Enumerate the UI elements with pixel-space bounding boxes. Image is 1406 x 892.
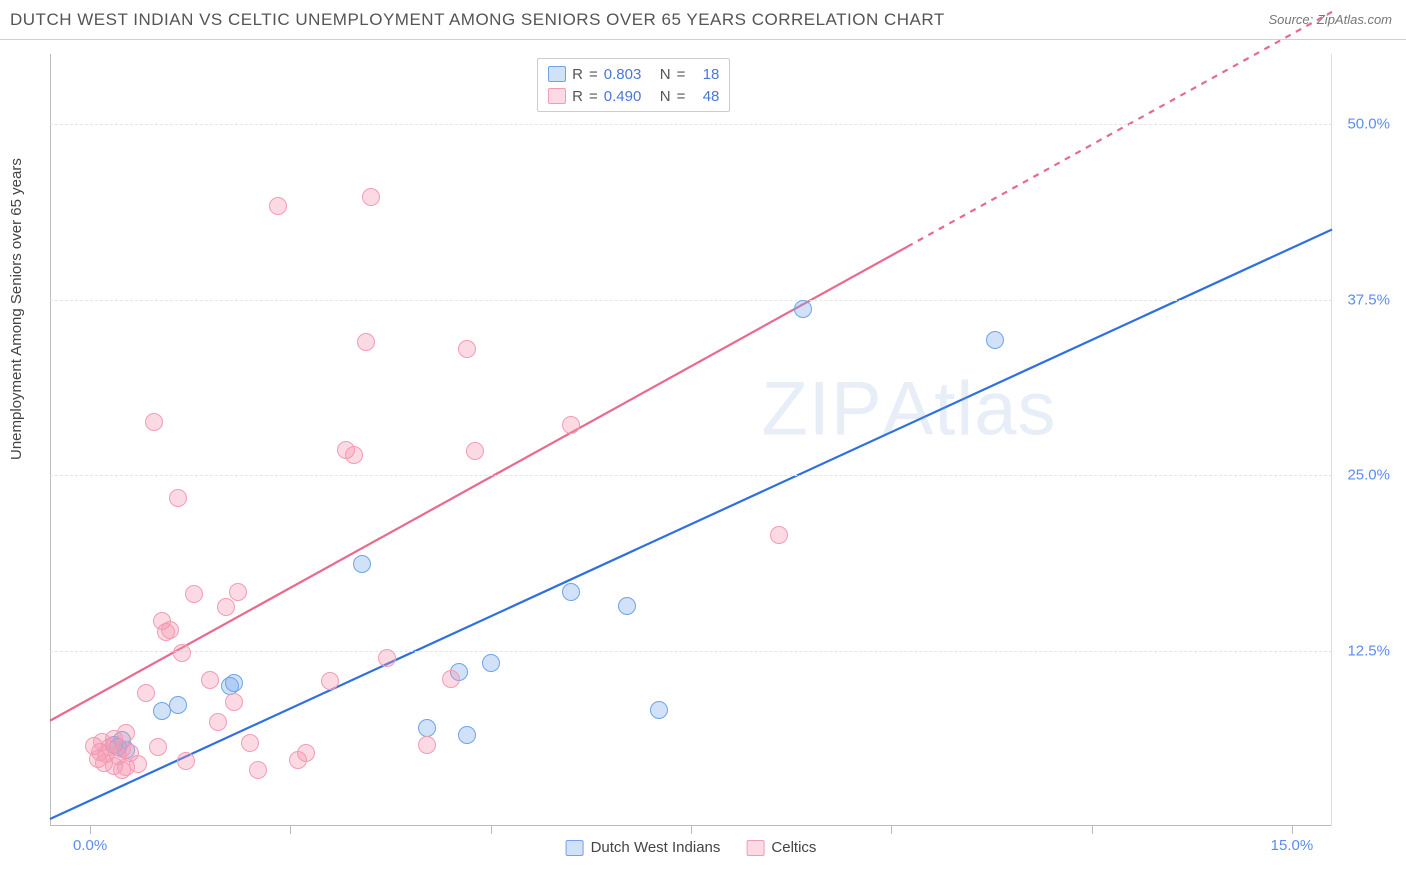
scatter-point-cel <box>217 598 235 616</box>
scatter-point-dwi <box>482 654 500 672</box>
scatter-point-cel <box>466 442 484 460</box>
scatter-point-cel <box>297 744 315 762</box>
scatter-point-dwi <box>650 701 668 719</box>
y-tick-label: 50.0% <box>1347 116 1390 133</box>
scatter-point-cel <box>149 738 167 756</box>
scatter-point-dwi <box>169 696 187 714</box>
legend-label: Celtics <box>771 839 816 856</box>
scatter-point-dwi <box>458 726 476 744</box>
scatter-point-cel <box>145 413 163 431</box>
x-tick <box>891 826 892 834</box>
scatter-point-cel <box>137 684 155 702</box>
legend-swatch-dwi <box>566 840 584 856</box>
scatter-point-cel <box>177 752 195 770</box>
scatter-point-cel <box>249 761 267 779</box>
scatter-point-cel <box>201 671 219 689</box>
x-tick <box>90 826 91 834</box>
legend-r-label: R <box>572 66 583 83</box>
legend-eq: = <box>677 88 686 105</box>
legend-swatch-dwi <box>548 66 566 82</box>
legend-eq: = <box>589 88 598 105</box>
plot-area: ZIPAtlas R=0.803N=18R=0.490N=48 Dutch We… <box>50 54 1332 826</box>
scatter-point-cel <box>185 585 203 603</box>
scatter-point-cel <box>129 755 147 773</box>
x-tick <box>491 826 492 834</box>
legend-item-dwi: Dutch West Indians <box>566 839 721 856</box>
x-tick <box>290 826 291 834</box>
legend-n-label: N <box>660 66 671 83</box>
legend-swatch-cel <box>548 88 566 104</box>
trend-line-dwi <box>50 229 1332 819</box>
scatter-point-cel <box>229 583 247 601</box>
gridline <box>50 300 1332 301</box>
legend-item-cel: Celtics <box>746 839 816 856</box>
legend-eq: = <box>589 66 598 83</box>
legend-r-value: 0.490 <box>604 88 654 105</box>
title-bar: DUTCH WEST INDIAN VS CELTIC UNEMPLOYMENT… <box>0 0 1406 40</box>
legend-label: Dutch West Indians <box>591 839 721 856</box>
x-tick <box>1292 826 1293 834</box>
watermark-bold: ZIP <box>761 367 882 452</box>
gridline <box>50 651 1332 652</box>
y-tick-label: 37.5% <box>1347 291 1390 308</box>
scatter-point-cel <box>458 340 476 358</box>
scatter-point-cel <box>378 649 396 667</box>
scatter-point-cel <box>161 621 179 639</box>
scatter-point-dwi <box>353 555 371 573</box>
legend-r-label: R <box>572 88 583 105</box>
scatter-point-cel <box>357 333 375 351</box>
legend-n-value: 48 <box>691 88 719 105</box>
watermark: ZIPAtlas <box>761 366 1056 453</box>
legend-series: Dutch West Indians Celtics <box>566 839 817 856</box>
scatter-point-cel <box>562 416 580 434</box>
trend-lines <box>50 54 1332 826</box>
scatter-point-cel <box>418 736 436 754</box>
gridline <box>50 475 1332 476</box>
legend-stats-row-cel: R = 0.490 N = 48 <box>548 85 719 107</box>
gridline <box>50 124 1332 125</box>
legend-r-value: 0.803 <box>604 66 654 83</box>
scatter-point-dwi <box>986 331 1004 349</box>
scatter-point-dwi <box>562 583 580 601</box>
scatter-point-cel <box>442 670 460 688</box>
scatter-point-cel <box>321 672 339 690</box>
scatter-point-cel <box>209 713 227 731</box>
scatter-point-dwi <box>418 719 436 737</box>
legend-stats-row-dwi: R = 0.803 N = 18 <box>548 63 719 85</box>
x-tick <box>1092 826 1093 834</box>
scatter-point-dwi <box>794 300 812 318</box>
legend-stats: R = 0.803 N = 18 R = 0.490 N = 48 <box>537 58 730 112</box>
y-tick-label: 25.0% <box>1347 467 1390 484</box>
legend-n-label: N <box>660 88 671 105</box>
watermark-thin: Atlas <box>883 367 1057 452</box>
scatter-point-cel <box>345 446 363 464</box>
y-tick-label: 12.5% <box>1347 642 1390 659</box>
scatter-point-cel <box>225 693 243 711</box>
source-attribution: Source: ZipAtlas.com <box>1268 12 1392 27</box>
chart-title: DUTCH WEST INDIAN VS CELTIC UNEMPLOYMENT… <box>10 10 945 30</box>
scatter-point-cel <box>362 188 380 206</box>
trend-line-cel-dashed <box>907 12 1332 247</box>
legend-swatch-cel <box>746 840 764 856</box>
y-axis-label: Unemployment Among Seniors over 65 years <box>8 158 25 460</box>
legend-eq: = <box>677 66 686 83</box>
legend-n-value: 18 <box>691 66 719 83</box>
scatter-point-cel <box>173 644 191 662</box>
x-tick-label: 0.0% <box>73 837 107 854</box>
scatter-point-dwi <box>225 674 243 692</box>
scatter-point-cel <box>117 724 135 742</box>
scatter-point-cel <box>269 197 287 215</box>
x-tick-label: 15.0% <box>1271 837 1314 854</box>
scatter-point-cel <box>169 489 187 507</box>
x-tick <box>691 826 692 834</box>
chart-container: DUTCH WEST INDIAN VS CELTIC UNEMPLOYMENT… <box>0 0 1406 892</box>
scatter-point-cel <box>770 526 788 544</box>
scatter-point-dwi <box>618 597 636 615</box>
scatter-point-cel <box>241 734 259 752</box>
